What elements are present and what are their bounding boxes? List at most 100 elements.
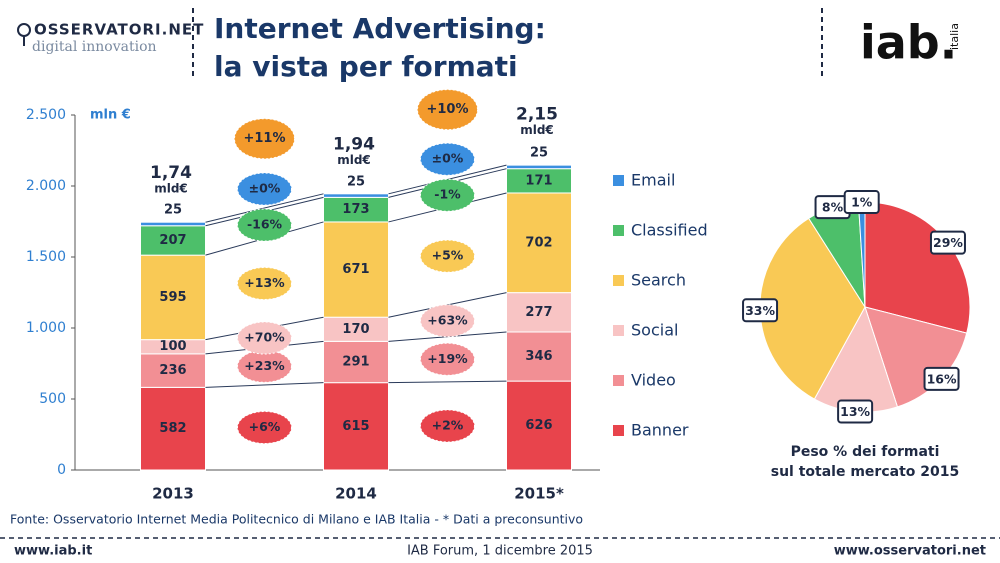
legend-label: Banner [631,421,689,440]
value-label: 671 [342,262,369,277]
bar-segment [506,380,572,471]
growth-bubble [237,266,292,300]
growth-label: +63% [427,312,468,327]
iab-sub: italia [948,23,961,50]
footer-left: www.iab.it [14,544,92,559]
bar-segment [323,316,389,342]
bar-segment [323,196,389,223]
legend-swatch [613,275,624,286]
x-tick-label: 2013 [152,485,194,503]
growth-bubble [420,342,475,376]
bar-segment [323,382,389,471]
legend-swatch [613,425,624,436]
bar-segment [323,340,389,384]
pie-label: 8% [822,200,844,215]
bar-segment [140,225,206,256]
logo-text: OSSERVATORI.NET [34,21,204,39]
value-label: 277 [525,305,552,320]
growth-label: +5% [432,248,464,263]
value-label: 615 [342,419,369,434]
legend-swatch [613,375,624,386]
value-label: 100 [159,339,186,354]
legend-label: Video [631,371,676,390]
growth-bubble [237,349,292,383]
growth-bubble [420,178,475,212]
value-label: 291 [342,355,369,370]
value-label: 170 [342,322,369,337]
value-label: 207 [159,233,186,248]
pie-caption: Peso % dei formati [791,444,940,460]
growth-label: +11% [243,131,285,146]
y-tick-label: 0 [57,462,66,478]
growth-label: +19% [427,351,468,366]
growth-bubble [237,172,292,206]
growth-label: +6% [249,419,281,434]
growth-label: +2% [432,417,464,432]
pie-label-box [843,190,880,215]
growth-bubble [237,208,292,242]
legend-label: Classified [631,221,708,240]
growth-bubble [417,89,478,131]
growth-bubble [237,411,292,445]
x-tick-label: 2015* [514,485,564,503]
y-tick-label: 1.500 [26,249,66,265]
bar-segment [506,164,572,170]
growth-bubble [234,118,295,160]
growth-label: +70% [244,330,285,345]
legend-swatch [613,225,624,236]
total-unit: mld€ [337,153,371,167]
bar-segment [506,331,572,382]
connector [205,382,324,388]
value-label: 626 [525,418,552,433]
legend-swatch [613,175,624,186]
bar-segment [506,292,572,333]
source: Fonte: Osservatorio Internet Media Polit… [10,512,583,527]
value-label: 25 [347,174,365,189]
bar-segment [323,221,389,318]
growth-bubble [237,321,292,355]
pie-label-box [742,298,779,323]
footer-right: www.osservatori.net [834,544,986,559]
legend-label: Social [631,321,678,340]
value-label: 236 [159,363,186,378]
total-label: 1,94 [333,135,375,155]
total-unit: mld€ [520,123,554,137]
title: la vista per formati [214,50,518,83]
pie-label: 1% [851,195,873,210]
growth-label: -16% [247,217,283,232]
logo-sub: digital innovation [32,39,157,55]
total-unit: mld€ [154,181,188,195]
y-tick-label: 2.500 [26,107,66,123]
bar-segment [506,192,572,294]
pie-label: 13% [840,404,870,419]
value-label: 25 [530,146,548,161]
legend-swatch [613,325,624,336]
value-label: 346 [525,349,552,364]
growth-label: +13% [244,275,285,290]
bar-segment [140,221,206,227]
pie-label-box [837,399,874,424]
growth-label: ±0% [249,181,281,196]
value-label: 173 [342,202,369,217]
total-label: 1,74 [150,163,192,183]
legend-label: Email [631,171,675,190]
value-label: 171 [525,173,552,188]
bar-segment [140,254,206,341]
growth-bubble [420,142,475,176]
bar-segment [140,353,206,388]
growth-label: -1% [434,187,461,202]
y-tick-label: 2.000 [26,178,66,194]
growth-label: ±0% [432,151,464,166]
bar-segment [323,193,389,198]
y-tick-label: 500 [39,391,66,407]
title: Internet Advertising: [214,12,546,45]
iab-logo: iab. [860,16,957,70]
bar-segment [140,386,206,471]
pie-label: 16% [927,371,957,386]
x-tick-label: 2014 [335,485,377,503]
value-label: 702 [525,235,552,250]
bar-segment [506,168,572,194]
growth-bubble [420,304,475,338]
legend-label: Search [631,271,686,290]
